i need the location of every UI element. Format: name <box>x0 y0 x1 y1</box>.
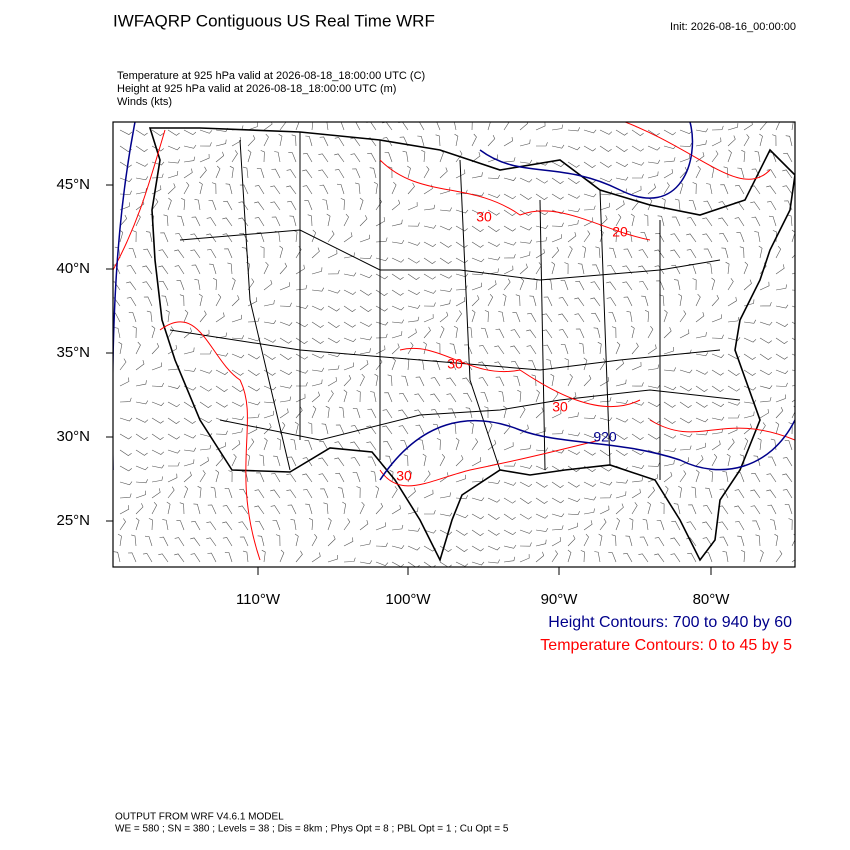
wind-barbs <box>113 122 795 567</box>
init-time: Init: 2026-08-16_00:00:00 <box>670 21 796 33</box>
field-description: Winds (kts) <box>117 96 172 108</box>
map-content <box>113 122 795 567</box>
contour-label: 20 <box>612 224 628 240</box>
contour-label: 920 <box>593 429 617 445</box>
height-legend: Height Contours: 700 to 940 by 60 <box>548 614 792 631</box>
contour-label: 30 <box>552 399 568 415</box>
map: 45°N 40°N 35°N 30°N 25°N 110°W 100°W 90°W 80°W 3… <box>56 121 796 608</box>
lat-label: 45°N <box>56 176 90 193</box>
lat-label: 40°N <box>56 260 90 277</box>
title: IWFAQRP Contiguous US Real Time WRF <box>113 11 435 30</box>
field-description: Height at 925 hPa valid at 2026-08-18_18… <box>117 83 396 95</box>
map-axes: 45°N 40°N 35°N 30°N 25°N 110°W 100°W 90°W 80°W <box>56 176 730 608</box>
lon-label: 100°W <box>385 591 431 608</box>
lon-label: 80°W <box>693 591 731 608</box>
contour-label: 30 <box>447 356 463 372</box>
temperature-legend: Temperature Contours: 0 to 45 by 5 <box>540 637 792 654</box>
model-config: WE = 580 ; SN = 380 ; Levels = 38 ; Dis … <box>115 824 509 835</box>
model-info: OUTPUT FROM WRF V4.6.1 MODEL <box>115 812 284 823</box>
lon-label: 110°W <box>236 591 281 608</box>
lat-label: 35°N <box>56 344 90 361</box>
temperature-contours <box>113 122 795 561</box>
field-description: Temperature at 925 hPa valid at 2026-08-… <box>117 70 425 82</box>
map-frame <box>112 121 796 568</box>
contour-label: 30 <box>396 468 412 484</box>
wind-barb-field <box>113 122 795 567</box>
lon-label: 90°W <box>541 591 579 608</box>
lat-label: 25°N <box>56 512 90 529</box>
height-contours <box>113 122 795 481</box>
lat-label: 30°N <box>56 428 90 445</box>
state-lines <box>169 132 741 480</box>
contour-label: 30 <box>476 209 492 225</box>
